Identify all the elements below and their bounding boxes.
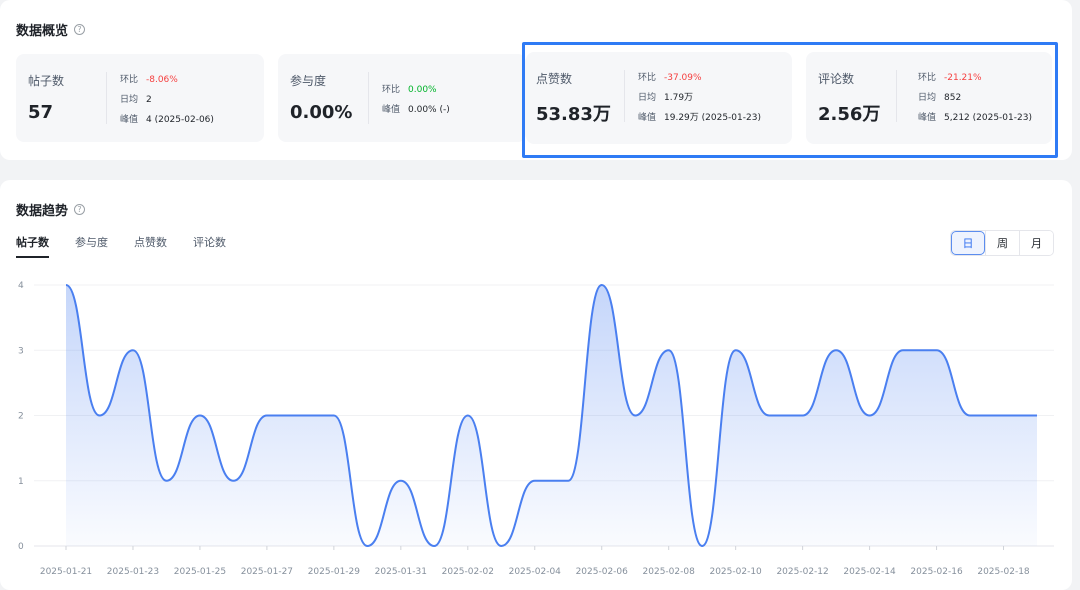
tab-comments[interactable]: 评论数 <box>193 236 226 249</box>
x-tick-label: 2025-01-25 <box>174 567 226 577</box>
metric-tabs: 帖子数 参与度 点赞数 评论数 <box>16 234 226 258</box>
metric-key: 日均 <box>638 93 657 103</box>
x-tick-label: 2025-01-27 <box>241 567 293 577</box>
series-line <box>65 283 1037 548</box>
x-tick-label: 2025-02-08 <box>643 567 696 577</box>
series-area <box>66 285 1037 546</box>
x-tick-label: 2025-02-14 <box>843 567 896 577</box>
y-axis: 0 1 2 3 4 <box>18 281 24 552</box>
metric-key: 日均 <box>918 93 937 103</box>
metric-key: 日均 <box>120 95 139 105</box>
daily-avg-value: 852 <box>944 93 962 103</box>
metric-key: 环比 <box>918 73 937 83</box>
card-label: 点赞数 <box>536 72 573 86</box>
daily-avg-value: 2 <box>146 95 152 105</box>
overview-panel: 数据概览 ? 帖子数 57 环比 -8.06% 日均 2 峰值 4 (2025-02-… <box>0 0 1072 160</box>
card-engagement: 参与度 0.00% 环比 0.00% 峰值 0.00% (-) <box>278 54 526 142</box>
metric-key: 峰值 <box>918 113 937 123</box>
card-value: 57 <box>28 102 54 123</box>
card-metrics: 环比 0.00% 峰值 0.00% (-) <box>382 80 450 120</box>
period-selector: 日 周 月 <box>950 230 1054 256</box>
overview-title-text: 数据概览 <box>16 24 69 39</box>
card-divider <box>896 70 897 122</box>
x-tick-label: 2025-01-23 <box>107 567 159 577</box>
peak-value: 5,212 (2025-01-23) <box>944 113 1032 123</box>
tab-engagement[interactable]: 参与度 <box>75 236 108 249</box>
card-value: 0.00% <box>290 102 353 123</box>
help-icon[interactable]: ? <box>74 24 86 35</box>
card-metrics: 环比 -37.09% 日均 1.79万 峰值 19.29万 (2025-01-23) <box>638 68 761 128</box>
trend-title: 数据趋势 ? <box>16 200 86 219</box>
metric-key: 峰值 <box>638 113 657 123</box>
x-tick-label: 2025-02-12 <box>776 567 828 577</box>
y-tick-label: 3 <box>18 346 24 356</box>
x-tick-label: 2025-02-04 <box>509 567 562 577</box>
x-tick-label: 2025-02-16 <box>910 567 963 577</box>
trend-title-text: 数据趋势 <box>16 204 69 219</box>
highlight-box <box>522 42 1058 158</box>
change-value: -8.06% <box>146 75 178 85</box>
card-posts: 帖子数 57 环比 -8.06% 日均 2 峰值 4 (2025-02-06) <box>16 54 264 142</box>
x-tick-label: 2025-01-21 <box>40 567 92 577</box>
y-tick-label: 1 <box>18 477 24 487</box>
daily-avg-value: 1.79万 <box>664 93 694 103</box>
x-tick-label: 2025-02-02 <box>442 567 494 577</box>
period-week-button[interactable]: 周 <box>985 231 1019 255</box>
x-tick-label: 2025-02-10 <box>709 567 762 577</box>
card-value: 2.56万 <box>818 104 881 125</box>
peak-value: 0.00% (-) <box>408 105 450 115</box>
period-day-button[interactable]: 日 <box>951 231 985 255</box>
peak-value: 19.29万 (2025-01-23) <box>664 113 761 123</box>
card-label: 评论数 <box>818 72 855 86</box>
change-value: -21.21% <box>944 73 982 83</box>
x-tick-label: 2025-02-06 <box>576 567 629 577</box>
metric-key: 环比 <box>382 85 401 95</box>
card-likes: 点赞数 53.83万 环比 -37.09% 日均 1.79万 峰值 19.29万 (2… <box>526 52 792 144</box>
x-tick-label: 2025-01-29 <box>308 567 361 577</box>
card-label: 帖子数 <box>28 74 65 88</box>
metric-key: 峰值 <box>120 115 139 125</box>
overview-title: 数据概览 ? <box>16 20 86 39</box>
card-divider <box>624 70 625 122</box>
card-metrics: 环比 -21.21% 日均 852 峰值 5,212 (2025-01-23) <box>918 68 1032 128</box>
metric-key: 环比 <box>638 73 657 83</box>
help-icon[interactable]: ? <box>74 204 86 215</box>
change-value: -37.09% <box>664 73 702 83</box>
card-value: 53.83万 <box>536 104 611 125</box>
card-metrics: 环比 -8.06% 日均 2 峰值 4 (2025-02-06) <box>120 70 214 130</box>
card-divider <box>368 72 369 124</box>
metric-key: 峰值 <box>382 105 401 115</box>
tab-likes[interactable]: 点赞数 <box>134 236 167 249</box>
card-divider <box>106 72 107 124</box>
y-tick-label: 2 <box>18 412 24 422</box>
x-tick-label: 2025-02-18 <box>977 567 1030 577</box>
metric-key: 环比 <box>120 75 139 85</box>
card-label: 参与度 <box>290 74 327 88</box>
tab-posts[interactable]: 帖子数 <box>16 234 49 258</box>
peak-value: 4 (2025-02-06) <box>146 115 214 125</box>
period-month-button[interactable]: 月 <box>1019 231 1053 255</box>
card-comments: 评论数 2.56万 环比 -21.21% 日均 852 峰值 5,212 (2025-… <box>806 52 1052 144</box>
x-tick-label: 2025-01-31 <box>375 567 427 577</box>
change-value: 0.00% <box>408 85 437 95</box>
x-axis: 2025-01-21 2025-01-23 2025-01-25 2025-01-27… <box>40 546 1030 577</box>
y-tick-label: 4 <box>18 281 24 291</box>
y-tick-label: 0 <box>18 542 24 552</box>
